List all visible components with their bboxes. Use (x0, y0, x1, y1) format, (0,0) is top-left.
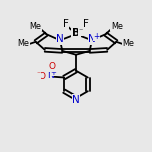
Text: N: N (47, 71, 54, 80)
Text: Me: Me (111, 22, 123, 31)
Text: Me: Me (123, 39, 134, 48)
Text: N: N (56, 34, 64, 44)
Text: B: B (72, 28, 80, 38)
Text: N: N (88, 34, 96, 44)
Text: +: + (50, 70, 56, 76)
Text: Me: Me (18, 39, 29, 48)
Text: Me: Me (29, 22, 41, 31)
Text: ⁻: ⁻ (37, 69, 41, 78)
Text: F: F (63, 19, 69, 29)
Text: O: O (49, 62, 56, 71)
Text: O: O (38, 72, 45, 81)
Text: F: F (83, 19, 89, 29)
Text: ⁻: ⁻ (78, 26, 82, 35)
Text: +: + (94, 31, 100, 41)
Text: N: N (72, 95, 80, 105)
